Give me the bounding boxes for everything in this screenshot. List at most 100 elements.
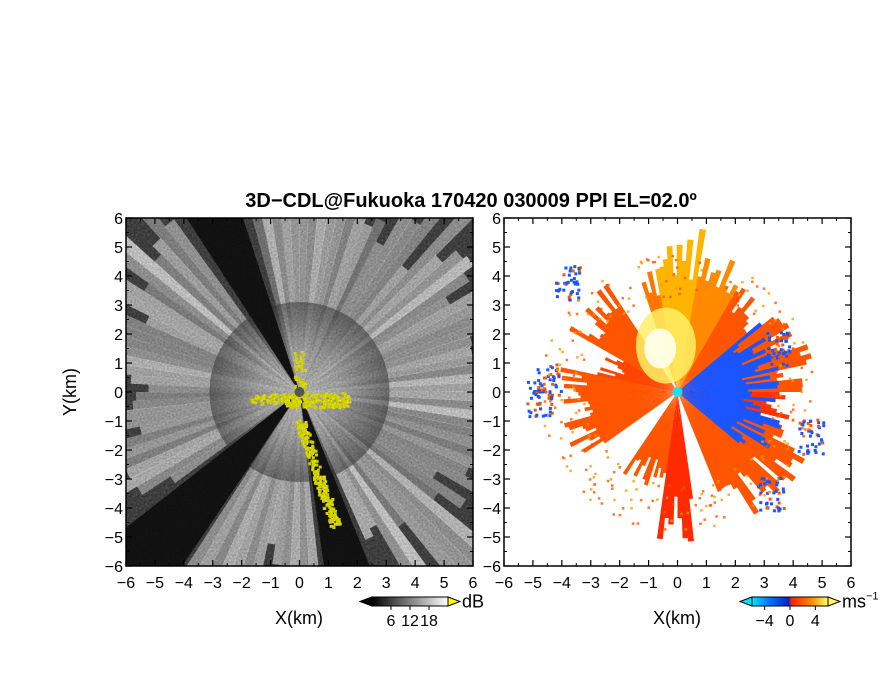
velocity-sector xyxy=(598,392,678,439)
velocity-pixel xyxy=(775,342,779,346)
velocity-pixel xyxy=(783,440,786,443)
velocity-pixel xyxy=(758,332,761,336)
velocity-pixel xyxy=(680,488,684,492)
velocity-pixel xyxy=(541,414,545,418)
velocity-pixel xyxy=(597,497,601,500)
velocity-sector xyxy=(623,372,678,392)
velocity-pixel xyxy=(777,491,781,495)
colorbar-under-arrow xyxy=(738,596,753,607)
velocity-image xyxy=(504,218,851,566)
y-tick-label: 2 xyxy=(492,327,501,344)
velocity-pixel xyxy=(779,394,782,397)
velocity-pixel xyxy=(663,528,667,531)
velocity-pixel xyxy=(563,456,566,460)
y-tick-label: −5 xyxy=(105,530,123,547)
approaching-sector xyxy=(677,392,776,403)
velocity-pixel xyxy=(700,509,703,512)
velocity-pixel xyxy=(822,424,826,428)
velocity-pixel xyxy=(808,428,811,432)
velocity-pixel xyxy=(611,484,614,487)
velocity-pixel xyxy=(594,472,597,476)
velocity-sector xyxy=(569,392,678,448)
velocity-sector xyxy=(642,392,678,481)
velocity-pixel xyxy=(757,485,761,489)
x-tick-label: 4 xyxy=(789,575,798,592)
velocity-pixel xyxy=(797,450,801,454)
velocity-sector xyxy=(677,312,747,392)
x-tick-label: 2 xyxy=(731,575,740,592)
velocity-pixel xyxy=(698,261,702,265)
velocity-pixel xyxy=(552,376,556,380)
velocity-pixel xyxy=(577,397,580,401)
velocity-pixel xyxy=(551,382,555,386)
velocity-pixel xyxy=(777,501,781,505)
approaching-sector xyxy=(677,392,738,424)
velocity-sector xyxy=(677,392,767,494)
velocity-pixel xyxy=(769,322,772,325)
approaching-sector xyxy=(677,353,772,392)
velocity-pixel xyxy=(561,350,564,354)
radar-center-marker xyxy=(294,387,305,397)
velocity-pixel xyxy=(774,489,778,493)
velocity-pixel xyxy=(715,515,718,518)
velocity-pixel xyxy=(528,415,532,419)
y-tick-label: 5 xyxy=(114,240,123,257)
velocity-pixel xyxy=(778,414,781,417)
velocity-pixel xyxy=(621,296,625,300)
velocity-pixel xyxy=(763,482,767,486)
velocity-pixel xyxy=(662,295,665,299)
x-tick-label: −2 xyxy=(233,575,251,592)
velocity-pixel xyxy=(773,332,777,336)
velocity-pixel xyxy=(536,368,540,372)
velocity-pixel xyxy=(549,373,553,377)
velocity-pixel xyxy=(802,452,806,456)
velocity-pixel xyxy=(611,487,614,490)
velocity-pixel xyxy=(550,395,554,399)
velocity-pixel xyxy=(569,454,572,457)
velocity-pixel xyxy=(772,444,776,448)
velocity-pixel xyxy=(533,381,537,385)
velocity-pixel xyxy=(580,353,584,357)
velocity-pixel xyxy=(618,466,622,469)
velocity-pixel xyxy=(670,519,673,523)
approaching-sector xyxy=(677,391,753,395)
velocity-sector xyxy=(563,383,678,392)
velocity-pixel xyxy=(544,390,548,394)
velocity-pixel xyxy=(713,495,716,499)
velocity-pixel xyxy=(788,377,792,380)
velocity-pixel xyxy=(583,402,586,406)
velocity-pixel xyxy=(798,427,802,431)
velocity-pixel xyxy=(569,278,573,282)
velocity-pixel xyxy=(574,371,578,375)
velocity-pixel xyxy=(768,497,772,501)
velocity-pixel xyxy=(647,258,650,262)
approaching-sector xyxy=(677,337,767,392)
velocity-pixel xyxy=(672,272,676,276)
velocity-pixel xyxy=(548,410,552,414)
colorbar-tick-label: 18 xyxy=(420,613,438,630)
velocity-pixel xyxy=(775,324,779,327)
velocity-pixel xyxy=(694,503,698,507)
velocity-sector xyxy=(561,375,678,392)
velocity-pixel xyxy=(627,297,631,300)
velocity-pixel xyxy=(652,481,655,485)
velocity-pixel xyxy=(637,265,641,269)
approaching-sector xyxy=(677,392,762,416)
velocity-pixel xyxy=(679,287,682,291)
velocity-pixel xyxy=(555,363,559,367)
velocity-pixel xyxy=(759,508,763,512)
velocity-pixel xyxy=(640,261,644,265)
velocity-sector xyxy=(599,367,678,392)
velocity-pixel xyxy=(703,518,706,521)
velocity-pixel xyxy=(809,400,812,403)
velocity-pixel xyxy=(772,491,776,495)
velocity-sector xyxy=(586,382,678,392)
axes: −6 −5 −4 −3 −2 −1 0 1 2 3 4 5 6 6 5 4 3 2 1 0 −1 −2 −3 −4 −5 −6 xyxy=(105,211,478,592)
velocity-pixel xyxy=(559,390,563,394)
velocity-pixel xyxy=(571,430,574,434)
velocity-pixel xyxy=(739,462,743,465)
velocity-pixel xyxy=(598,317,602,321)
velocity-pixel xyxy=(564,266,568,270)
velocity-sector xyxy=(677,392,738,490)
